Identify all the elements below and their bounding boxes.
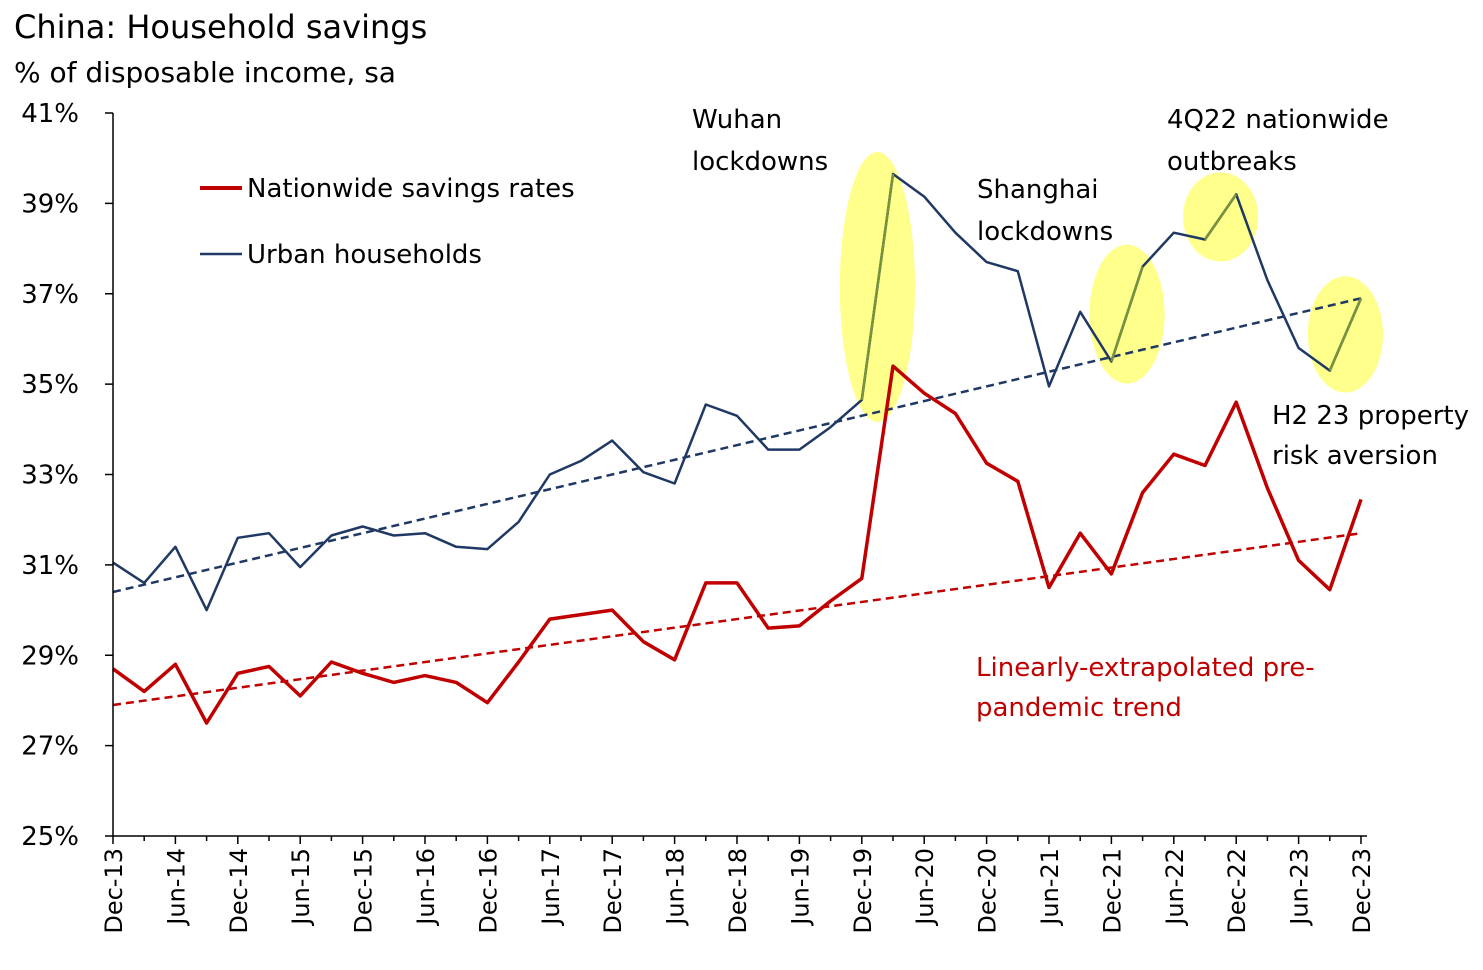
y-tick-label: 29%	[21, 641, 79, 671]
highlight-segment-3	[1203, 193, 1238, 241]
highlight-layer	[839, 152, 1383, 422]
x-tick-label: Dec-21	[1098, 848, 1126, 934]
y-tick-label: 33%	[21, 461, 79, 491]
annotation-outbreaks-line1: 4Q22 nationwide	[1167, 105, 1389, 135]
x-tick-label: Jun-15	[287, 848, 315, 927]
x-tick-label: Dec-23	[1348, 848, 1376, 934]
y-tick-label: 39%	[21, 189, 79, 219]
annotation-trend-line2: pandemic trend	[976, 693, 1182, 723]
x-tick-label: Jun-19	[786, 848, 814, 927]
highlight-segment-2	[1110, 266, 1144, 362]
x-tick-label: Jun-23	[1286, 848, 1314, 927]
annotation-shanghai-line1: Shanghai	[977, 175, 1099, 205]
x-tick-label: Dec-17	[599, 848, 627, 934]
x-tick-label: Dec-22	[1223, 848, 1251, 934]
legend-label-urban: Urban households	[247, 240, 482, 270]
highlight-segment-4	[1328, 297, 1363, 372]
annotation-property-line2: risk aversion	[1272, 441, 1438, 471]
chart-title: China: Household savings	[14, 8, 428, 46]
y-tick-label: 41%	[21, 99, 79, 129]
y-tick-label: 35%	[21, 370, 79, 400]
trendline-urban	[112, 297, 1362, 594]
series-line-nationwide	[111, 364, 1363, 725]
annotation-shanghai-line2: lockdowns	[977, 217, 1113, 247]
annotation-trend-line1: Linearly-extrapolated pre-	[976, 653, 1315, 683]
x-tick-label: Dec-13	[100, 848, 128, 934]
annotation-wuhan-line1: Wuhan	[692, 105, 782, 135]
highlight-segment-1	[860, 173, 895, 401]
x-tick-label: Jun-20	[911, 848, 939, 927]
trendline-nationwide	[112, 532, 1362, 707]
x-tick-label: Dec-18	[724, 848, 752, 934]
x-tick-label: Dec-15	[350, 848, 378, 934]
y-tick-label: 27%	[21, 732, 79, 762]
annotations: Wuhan lockdowns Shanghai lockdowns 4Q22 …	[692, 105, 1469, 723]
x-tick-label: Dec-20	[974, 848, 1002, 934]
y-tick-label: 25%	[21, 822, 79, 852]
x-tick-label: Jun-14	[162, 848, 190, 927]
chart-subtitle: % of disposable income, sa	[14, 56, 396, 89]
x-tick-label: Jun-17	[537, 848, 565, 927]
annotation-outbreaks-line2: outbreaks	[1167, 147, 1297, 177]
x-tick-label: Jun-16	[412, 848, 440, 927]
x-tick-label: Dec-16	[474, 848, 502, 934]
legend: Nationwide savings rates Urban household…	[200, 174, 575, 270]
x-tick-label: Dec-14	[225, 848, 253, 934]
x-tick-label: Dec-19	[849, 848, 877, 934]
series-line-urban	[112, 172, 1363, 612]
annotation-property-line1: H2 23 property	[1272, 401, 1469, 431]
y-tick-label: 31%	[21, 551, 79, 581]
legend-label-nationwide: Nationwide savings rates	[247, 174, 575, 204]
annotation-wuhan-line2: lockdowns	[692, 147, 828, 177]
x-tick-label: Jun-18	[662, 848, 690, 927]
series-layer	[111, 172, 1363, 725]
x-tick-label: Jun-22	[1161, 848, 1189, 927]
axis-layer: 25% 27% 29% 31% 33% 35% 37% 39% 41% Dec-13 Jun-14 D…	[21, 99, 1376, 934]
y-tick-label: 37%	[21, 280, 79, 310]
x-tick-label: Jun-21	[1036, 848, 1064, 927]
trendline-layer	[112, 297, 1362, 707]
